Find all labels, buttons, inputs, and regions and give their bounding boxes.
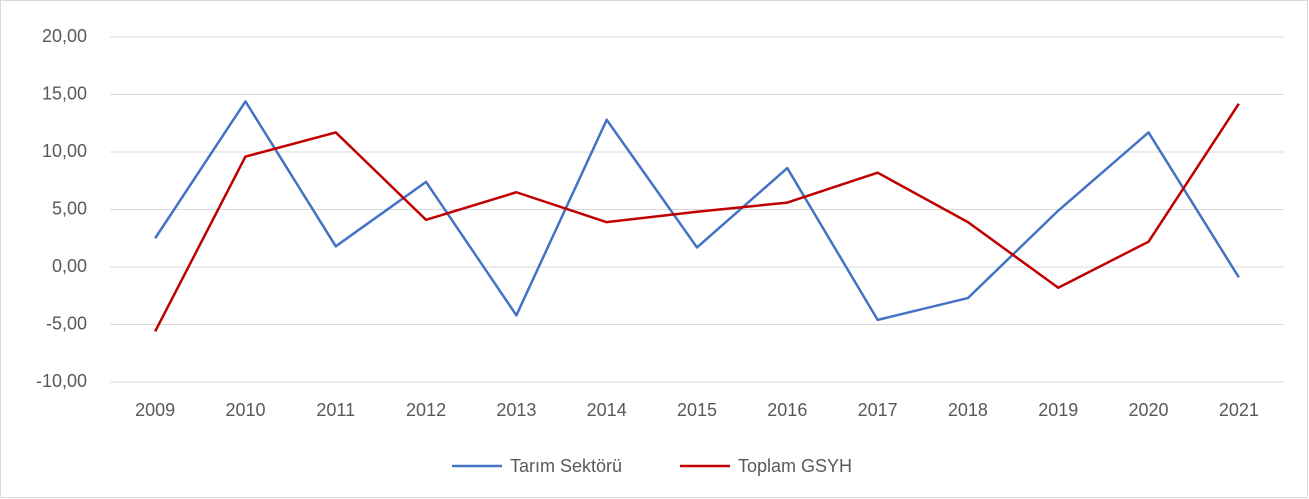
x-tick-label: 2021: [1219, 400, 1259, 420]
series-line: [154, 100, 1240, 322]
legend-label: Toplam GSYH: [738, 456, 852, 476]
x-tick-label: 2019: [1038, 400, 1078, 420]
x-tick-label: 2020: [1129, 400, 1169, 420]
y-tick-label: -5,00: [46, 313, 87, 333]
x-tick-label: 2010: [225, 400, 265, 420]
x-tick-label: 2017: [858, 400, 898, 420]
y-tick-label: 0,00: [52, 256, 87, 276]
y-tick-label: 20,00: [42, 26, 87, 46]
x-tick-label: 2015: [677, 400, 717, 420]
x-tick-label: 2013: [496, 400, 536, 420]
y-tick-label: 5,00: [52, 198, 87, 218]
x-tick-label: 2016: [767, 400, 807, 420]
x-tick-label: 2012: [406, 400, 446, 420]
x-tick-label: 2018: [948, 400, 988, 420]
series-line: [154, 103, 1240, 332]
legend-label: Tarım Sektörü: [510, 456, 622, 476]
y-tick-label: 15,00: [42, 83, 87, 103]
y-tick-label: 10,00: [42, 141, 87, 161]
x-tick-label: 2009: [135, 400, 175, 420]
x-tick-label: 2011: [316, 400, 355, 420]
x-tick-label: 2014: [587, 400, 627, 420]
y-tick-label: -10,00: [36, 371, 87, 391]
